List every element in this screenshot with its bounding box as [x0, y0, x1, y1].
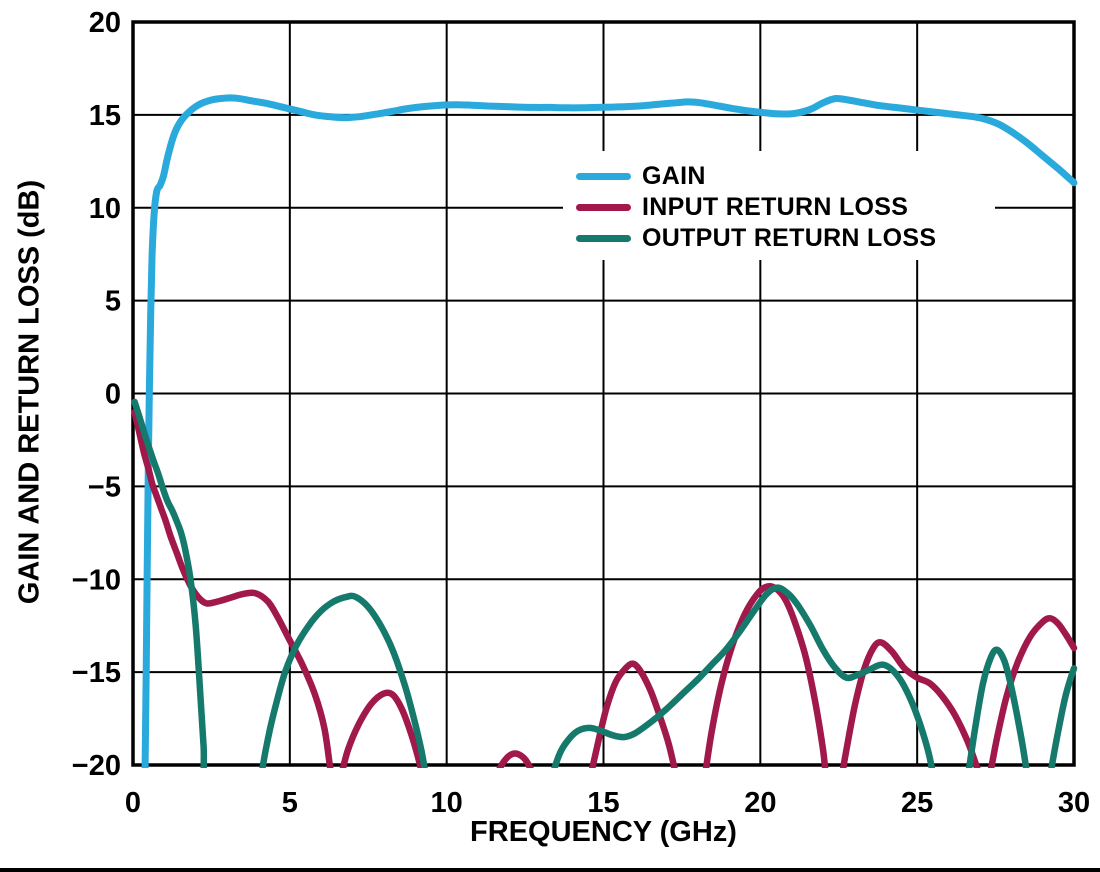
gridlines [132, 21, 1075, 766]
plot-frame [131, 20, 1076, 767]
legend-swatch-output-return-loss [576, 235, 631, 242]
legend-item-gain: GAIN [576, 161, 995, 192]
y-tick-label-0: 0 [105, 379, 121, 411]
series-output-return-loss [131, 398, 1078, 768]
y-tick-label-15: 15 [89, 100, 121, 132]
x-axis-title: FREQUENCY (GHz) [470, 816, 737, 848]
legend-swatch-gain [576, 173, 631, 180]
series-input-return-loss [131, 408, 1078, 768]
legend: GAIN INPUT RETURN LOSS OUTPUT RETURN LOS… [563, 151, 995, 260]
legend-label-gain: GAIN [642, 162, 706, 190]
legend-swatch-input-return-loss [576, 204, 631, 211]
x-tick-label-0: 0 [125, 787, 141, 819]
legend-item-input-return-loss: INPUT RETURN LOSS [576, 192, 995, 223]
y-tick-label--5: −5 [88, 471, 121, 503]
y-tick-label--20: −20 [72, 750, 121, 782]
y-tick-label-5: 5 [105, 286, 121, 318]
series-gain [141, 94, 1078, 768]
y-tick-label--15: −15 [72, 657, 121, 689]
x-tick-label-15: 15 [587, 787, 619, 819]
x-tick-label-10: 10 [431, 787, 463, 819]
y-tick-label-20: 20 [89, 7, 121, 39]
footer-rule [0, 868, 1100, 872]
legend-item-output-return-loss: OUTPUT RETURN LOSS [576, 223, 995, 254]
series-group [131, 94, 1078, 768]
x-tick-label-25: 25 [901, 787, 933, 819]
y-tick-label--10: −10 [72, 564, 121, 596]
x-tick-label-20: 20 [744, 787, 776, 819]
x-tick-label-30: 30 [1058, 787, 1090, 819]
y-axis-title: GAIN AND RETURN LOSS (dB) [13, 179, 46, 605]
legend-label-output-return-loss: OUTPUT RETURN LOSS [642, 224, 937, 252]
legend-label-input-return-loss: INPUT RETURN LOSS [642, 193, 909, 221]
tick-labels: 0 5 10 15 20 25 30 20 15 10 5 0 −5 −10 −15 −20 [72, 7, 1090, 819]
y-tick-label-10: 10 [89, 193, 121, 225]
x-tick-label-5: 5 [282, 787, 298, 819]
